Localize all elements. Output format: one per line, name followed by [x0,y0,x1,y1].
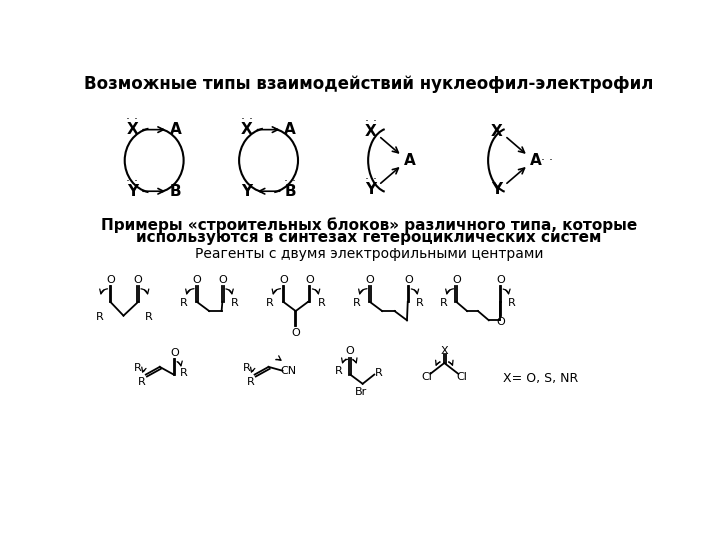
Text: Примеры «строительных блоков» различного типа, которые: Примеры «строительных блоков» различного… [101,217,637,233]
Text: X: X [241,122,253,137]
Text: R: R [145,312,152,322]
Text: · ·: · · [541,154,554,167]
Text: O: O [106,275,114,285]
Text: R: R [138,377,145,387]
Text: O: O [279,275,288,285]
Text: R: R [416,298,424,308]
Text: Br: Br [355,387,367,396]
Text: R: R [375,368,383,378]
Text: O: O [452,275,461,285]
Text: Cl: Cl [421,372,432,382]
Text: O: O [292,328,300,338]
Text: O: O [496,275,505,285]
Text: · ·: · · [127,175,138,188]
Text: Y: Y [365,182,377,197]
Text: O: O [404,275,413,285]
Text: R: R [266,298,274,308]
Text: R: R [231,298,238,308]
Text: A: A [170,122,181,137]
Text: O: O [496,317,505,327]
Text: X: X [491,124,503,139]
Text: B: B [170,184,181,199]
Text: R: R [180,298,187,308]
Text: O: O [219,275,228,285]
Text: · ·: · · [284,175,296,188]
Text: O: O [134,275,143,285]
Text: A: A [404,153,415,168]
Text: Реагенты с двумя электрофильными центрами: Реагенты с двумя электрофильными центрам… [194,247,544,261]
Text: X: X [127,122,138,137]
Text: R: R [318,298,325,308]
Text: X: X [365,124,377,139]
Text: O: O [192,275,201,285]
Text: O: O [365,275,374,285]
Text: O: O [305,275,314,285]
Text: R: R [508,298,516,308]
Text: R: R [353,298,361,308]
Text: X: X [441,347,448,356]
Text: Y: Y [127,184,138,199]
Text: Y: Y [492,182,503,197]
Text: · ·: · · [127,113,138,126]
Text: используются в синтезах гетероциклических систем: используются в синтезах гетероциклически… [136,230,602,245]
Text: CN: CN [281,366,297,376]
Text: O: O [170,348,179,358]
Text: R: R [134,363,142,374]
Text: Y: Y [241,184,253,199]
Text: · ·: · · [241,113,253,126]
Text: · ·: · · [365,114,377,127]
Text: · ·: · · [365,173,377,186]
Text: R: R [335,366,343,376]
Text: R: R [243,363,251,374]
Text: A: A [530,153,541,168]
Text: Возможные типы взаимодействий нуклеофил-электрофил: Возможные типы взаимодействий нуклеофил-… [84,75,654,92]
Text: X= O, S, NR: X= O, S, NR [503,372,578,385]
Text: R: R [96,312,104,322]
Text: A: A [284,122,296,137]
Text: B: B [284,184,296,199]
Text: Cl: Cl [456,372,467,382]
Text: R: R [180,368,188,378]
Text: R: R [440,298,448,308]
Text: R: R [247,377,255,387]
Text: O: O [346,347,355,356]
